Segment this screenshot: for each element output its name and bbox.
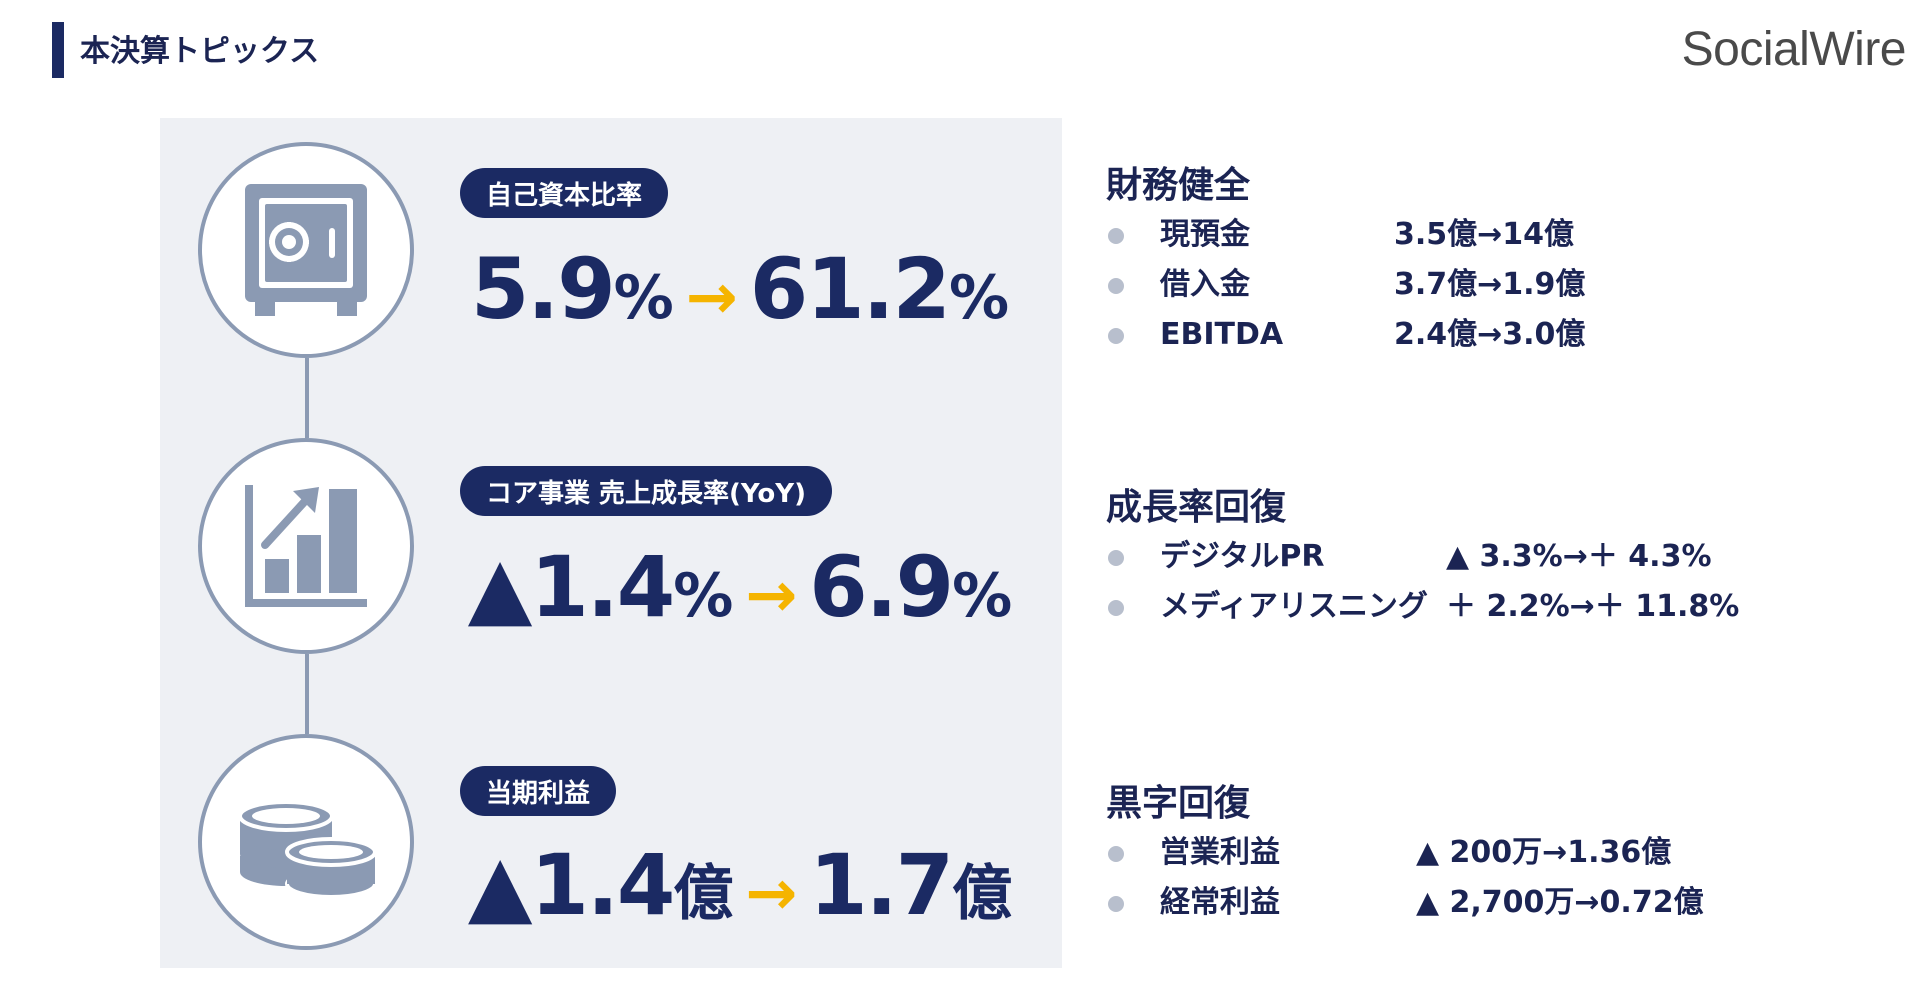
safe-icon — [245, 184, 367, 316]
list-item-value: ▲ 200万→1.36億 — [1416, 835, 1672, 870]
title-accent-bar — [52, 22, 64, 78]
list-item: 営業利益 ▲ 200万→1.36億 — [1106, 828, 1671, 878]
kpi-to-unit: % — [952, 561, 1013, 631]
arrow-icon: → — [685, 260, 738, 333]
list-item-label: 経常利益 — [1160, 885, 1280, 920]
list-item-label: 現預金 — [1160, 217, 1250, 252]
list-item: メディアリスニング ＋ 2.2%→＋ 11.8% — [1106, 582, 1739, 632]
bullet-icon — [1108, 328, 1124, 344]
list-item-value: ＋ 2.2%→＋ 11.8% — [1446, 589, 1740, 624]
brand-logo: SocialWire — [1681, 23, 1907, 76]
arrow-icon: → — [745, 856, 798, 929]
section-title: 黒字回復 — [1106, 783, 1251, 824]
section-title: 財務健全 — [1106, 165, 1251, 206]
kpi-label-net-income: 当期利益 — [460, 766, 617, 816]
kpi-to-value: 61.2 — [749, 240, 951, 338]
page-title: 本決算トピックス — [80, 34, 320, 69]
list-item-value: 2.4億→3.0億 — [1394, 317, 1586, 352]
list-item-value: 3.7億→1.9億 — [1394, 267, 1586, 302]
kpi-to-unit: % — [949, 263, 1010, 333]
list-item-label: 営業利益 — [1160, 835, 1280, 870]
bullet-icon — [1108, 550, 1124, 566]
list-item-value: ▲ 3.3%→＋ 4.3% — [1446, 539, 1712, 574]
decrease-triangle-icon: ▲ — [467, 836, 533, 934]
kpi-label-core-growth: コア事業 売上成長率(YoY) — [460, 466, 832, 516]
kpi-from-value: 1.4 — [530, 836, 676, 934]
kpi-value-equity-ratio: 5.9% → 61.2% — [460, 240, 1020, 350]
list-item: 借入金 3.7億→1.9億 — [1106, 260, 1585, 310]
growth-chart-icon-circle — [198, 438, 414, 654]
arrow-icon: → — [745, 558, 798, 631]
list-item: EBITDA 2.4億→3.0億 — [1106, 310, 1585, 360]
list-item-value: 3.5億→14億 — [1394, 217, 1575, 252]
kpi-from-value: 5.9 — [470, 240, 616, 338]
kpi-to-unit: 億 — [952, 859, 1013, 929]
timeline-connector — [305, 654, 309, 734]
kpi-value-net-income: ▲ 1.4 億 → 1.7 億 — [460, 836, 1020, 946]
list-item-label: EBITDA — [1160, 317, 1284, 352]
growth-chart-icon — [245, 485, 367, 607]
list-item: 経常利益 ▲ 2,700万→0.72億 — [1106, 878, 1704, 928]
list-item: デジタルPR ▲ 3.3%→＋ 4.3% — [1106, 532, 1712, 582]
bullet-icon — [1108, 846, 1124, 862]
kpi-to-value: 6.9 — [809, 538, 954, 636]
bullet-icon — [1108, 278, 1124, 294]
list-item-value: ▲ 2,700万→0.72億 — [1416, 885, 1704, 920]
timeline-connector — [305, 358, 309, 438]
coins-icon-circle — [198, 734, 414, 950]
kpi-label-equity-ratio: 自己資本比率 — [460, 168, 669, 218]
kpi-from-unit: 億 — [673, 859, 734, 929]
bullet-icon — [1108, 600, 1124, 616]
kpi-to-value: 1.7 — [809, 836, 954, 934]
list-item: 現預金 3.5億→14億 — [1106, 210, 1574, 260]
kpi-from-unit: % — [613, 263, 674, 333]
bullet-icon — [1108, 228, 1124, 244]
list-item-label: メディアリスニング — [1160, 589, 1428, 624]
section-growth-recovery: 成長率回復 デジタルPR ▲ 3.3%→＋ 4.3% メディアリスニング ＋ 2… — [1106, 484, 1739, 632]
coins-icon — [238, 800, 377, 899]
kpi-value-core-growth: ▲ 1.4% → 6.9% — [460, 538, 1020, 648]
section-title: 成長率回復 — [1106, 487, 1287, 528]
list-item-label: デジタルPR — [1160, 539, 1325, 574]
bullet-icon — [1108, 896, 1124, 912]
safe-icon-circle — [198, 142, 414, 358]
kpi-from-unit: % — [673, 561, 734, 631]
section-financial-health: 財務健全 現預金 3.5億→14億 借入金 3.7億→1.9億 EBITDA 2… — [1106, 162, 1585, 360]
kpi-from-value: 1.4 — [530, 538, 675, 636]
section-profit-recovery: 黒字回復 営業利益 ▲ 200万→1.36億 経常利益 ▲ 2,700万→0.7… — [1106, 780, 1704, 928]
decrease-triangle-icon: ▲ — [467, 538, 533, 636]
list-item-label: 借入金 — [1160, 267, 1250, 302]
